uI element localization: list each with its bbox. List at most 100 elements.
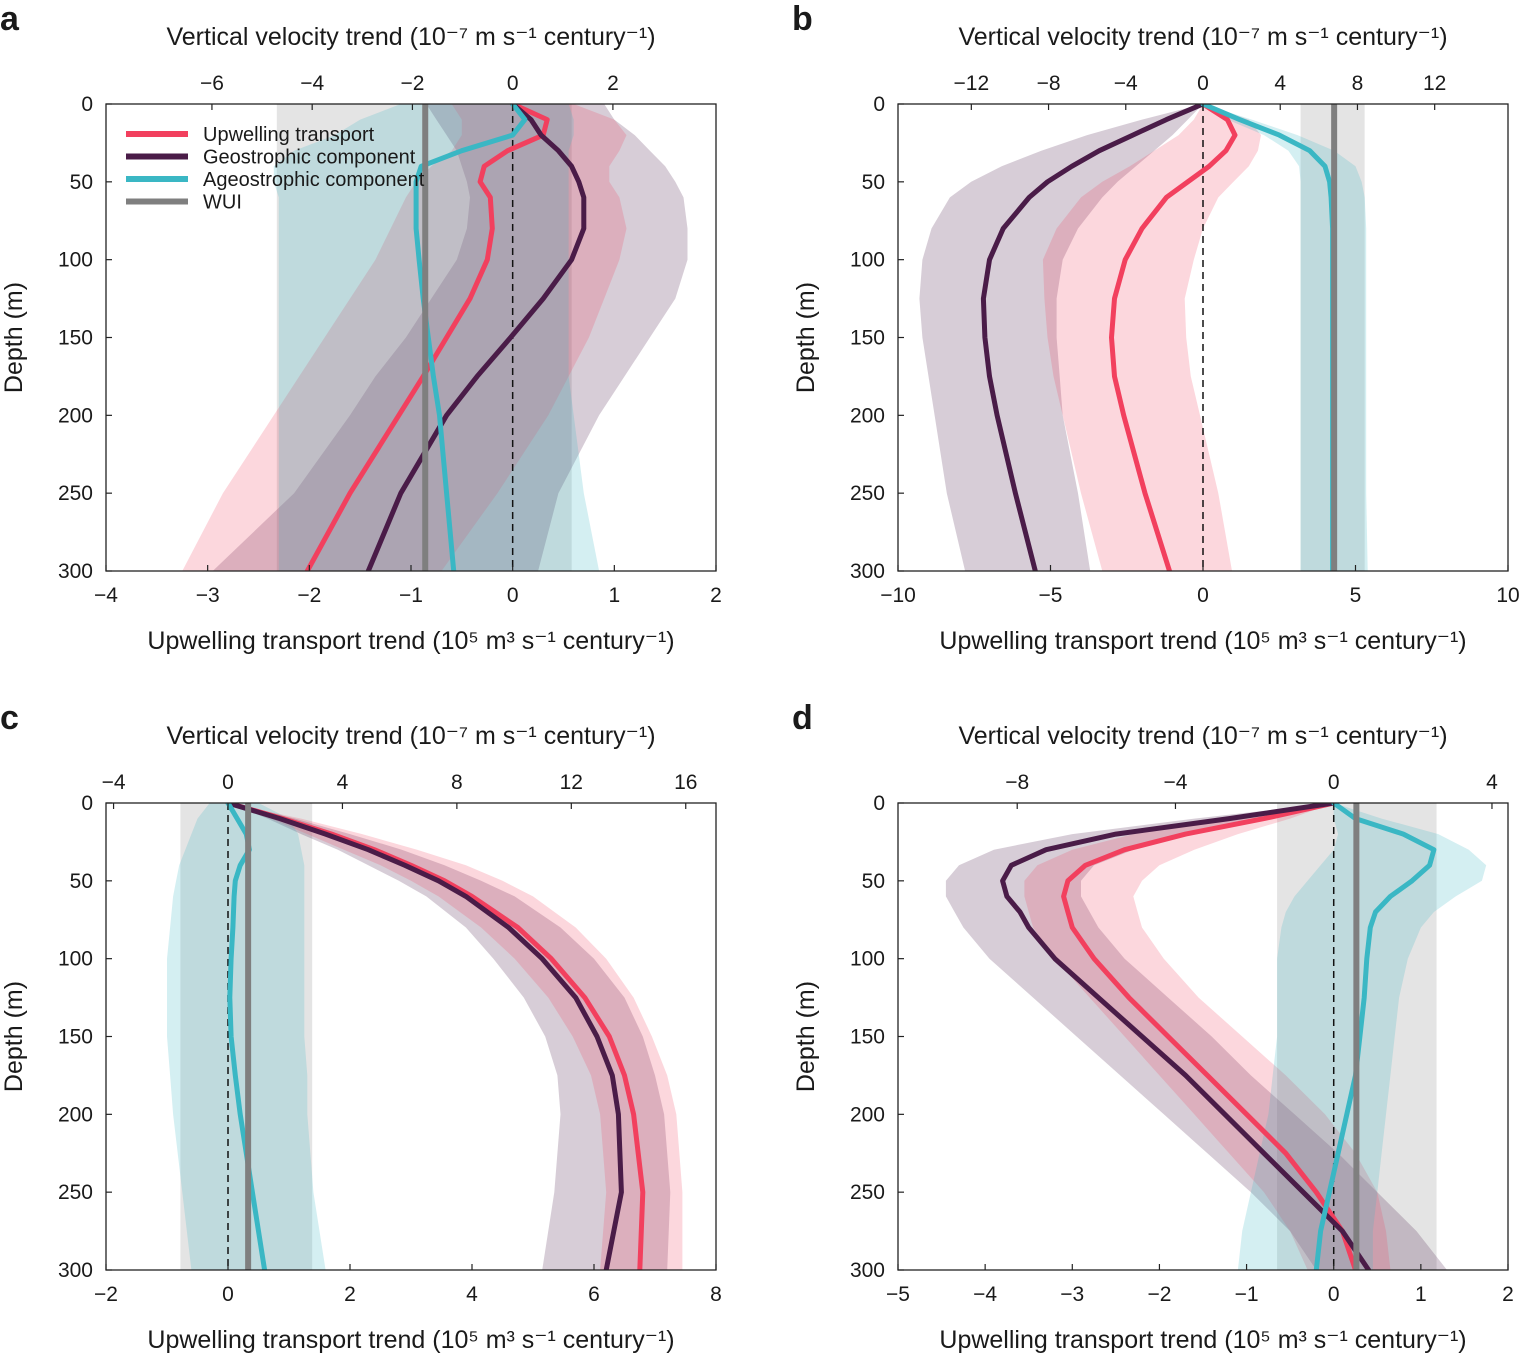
top-axis-title: Vertical velocity trend (10⁻⁷ m s⁻¹ cent…: [166, 722, 655, 750]
legend-label: Ageostrophic component: [203, 169, 425, 191]
top-tick-label: −4: [1114, 72, 1138, 95]
plot-area: [167, 803, 683, 1270]
chart-panel-c: c −2 0 2 4 6 8 −4 0 4 8 12 16 0 50 100 150 200 250 300 Verti…: [0, 699, 722, 1354]
y-tick-label: 50: [862, 870, 885, 893]
top-tick-label: 0: [1197, 72, 1209, 95]
y-tick-label: 250: [58, 482, 93, 505]
x-tick-label: −3: [1060, 1283, 1084, 1306]
y-tick-label: 300: [58, 1259, 93, 1282]
legend-label: Upwelling transport: [203, 124, 375, 146]
x-tick-label: 0: [1197, 584, 1209, 607]
top-axis-title: Vertical velocity trend (10⁻⁷ m s⁻¹ cent…: [166, 23, 655, 51]
y-tick-label: 50: [70, 171, 93, 194]
uncertainty-band-upwelling: [1024, 803, 1391, 1270]
y-tick-label: 250: [850, 1181, 885, 1204]
top-tick-label: 0: [222, 771, 234, 794]
top-axis-title: Vertical velocity trend (10⁻⁷ m s⁻¹ cent…: [958, 722, 1447, 750]
x-tick-label: −10: [880, 584, 916, 607]
series-line-ageostrophic-component: [1313, 803, 1437, 1270]
x-tick-label: 0: [222, 1283, 234, 1306]
y-axis-title: Depth (m): [0, 282, 28, 393]
panel-letter: a: [0, 0, 20, 38]
x-tick-label: 5: [1350, 584, 1362, 607]
y-tick-label: 250: [58, 1181, 93, 1204]
y-tick-label: 0: [81, 93, 93, 116]
x-tick-label: −1: [399, 584, 423, 607]
series-line-upwelling-transport: [304, 104, 550, 571]
y-tick-label: 200: [850, 1103, 885, 1126]
uncertainty-band-geostrophic: [228, 803, 671, 1270]
top-tick-label: −4: [300, 72, 324, 95]
series-line-geostrophic-component: [980, 104, 1206, 571]
top-tick-label: 0: [507, 72, 519, 95]
chart-panel-b: b −10 −5 0 5 10 −12 −8 −4 0 4 8 12 0 50 100 150 200 250 300…: [792, 0, 1520, 655]
top-tick-label: −4: [102, 771, 126, 794]
y-tick-label: 200: [850, 404, 885, 427]
top-tick-label: −2: [400, 72, 424, 95]
legend-label: Geostrophic component: [203, 147, 416, 169]
y-tick-label: 150: [58, 1026, 93, 1049]
uncertainty-band-geostrophic: [919, 104, 1203, 571]
y-tick-label: 0: [873, 792, 885, 815]
panel-letter: d: [792, 699, 813, 737]
x-tick-label: −5: [886, 1283, 910, 1306]
panel-letter: c: [0, 699, 19, 737]
y-tick-label: 250: [850, 482, 885, 505]
y-axis-title: Depth (m): [792, 981, 820, 1092]
chart-panel-a: a −4 −3 −2 −1 0 1 2 −6 −4 −2 0 2 0 50 100 150 200 250 300 Ve…: [0, 0, 722, 655]
x-tick-label: −2: [297, 584, 321, 607]
x-tick-label: 8: [710, 1283, 722, 1306]
y-tick-label: 300: [58, 560, 93, 583]
y-tick-label: 200: [58, 1103, 93, 1126]
x-tick-label: −5: [1039, 584, 1063, 607]
y-tick-label: 200: [58, 404, 93, 427]
x-tick-label: 0: [1328, 1283, 1340, 1306]
top-tick-label: 2: [607, 72, 619, 95]
top-tick-label: 8: [1352, 72, 1364, 95]
bottom-axis-title: Upwelling transport trend (10⁵ m³ s⁻¹ ce…: [147, 627, 674, 655]
uncertainty-band-geostrophic: [212, 104, 688, 571]
panel-letter: b: [792, 0, 813, 38]
x-tick-label: 6: [588, 1283, 600, 1306]
x-tick-label: −2: [1147, 1283, 1171, 1306]
plot-area: [182, 104, 688, 571]
y-tick-label: 100: [58, 948, 93, 971]
plot-area: [945, 803, 1487, 1270]
top-tick-label: 12: [560, 771, 583, 794]
x-tick-label: 2: [344, 1283, 356, 1306]
legend-label: WUI: [203, 192, 242, 214]
top-tick-label: 4: [1274, 72, 1286, 95]
series-line-upwelling-transport: [1109, 104, 1238, 571]
chart-panel-d: d −5 −4 −3 −2 −1 0 1 2 −8 −4 0 4 0 50 100 150 200 250 300 Ve…: [792, 699, 1514, 1354]
uncertainty-band-upwelling: [228, 803, 683, 1270]
x-tick-label: 10: [1496, 584, 1519, 607]
y-axis-title: Depth (m): [792, 282, 820, 393]
bottom-axis-title: Upwelling transport trend (10⁵ m³ s⁻¹ ce…: [939, 1326, 1466, 1354]
x-tick-label: 2: [710, 584, 722, 607]
top-axis-title: Vertical velocity trend (10⁻⁷ m s⁻¹ cent…: [958, 23, 1447, 51]
x-tick-label: 2: [1502, 1283, 1514, 1306]
y-axis-title: Depth (m): [0, 981, 28, 1092]
y-tick-label: 0: [873, 93, 885, 116]
y-tick-label: 50: [70, 870, 93, 893]
top-tick-label: −8: [1005, 771, 1029, 794]
series-line-geostrophic-component: [225, 803, 624, 1270]
x-tick-label: −4: [94, 584, 118, 607]
top-tick-label: 4: [1486, 771, 1498, 794]
x-tick-label: −4: [973, 1283, 997, 1306]
top-tick-label: −4: [1163, 771, 1187, 794]
y-tick-label: 100: [850, 249, 885, 272]
series-line-geostrophic-component: [1000, 803, 1372, 1270]
x-tick-label: 4: [466, 1283, 478, 1306]
x-tick-label: −3: [196, 584, 220, 607]
x-tick-label: −2: [94, 1283, 118, 1306]
y-tick-label: 300: [850, 1259, 885, 1282]
plot-area: [919, 104, 1368, 571]
top-tick-label: −6: [200, 72, 224, 95]
top-tick-label: 0: [1328, 771, 1340, 794]
y-tick-label: 100: [850, 948, 885, 971]
x-tick-label: −1: [1235, 1283, 1259, 1306]
bottom-axis-title: Upwelling transport trend (10⁵ m³ s⁻¹ ce…: [147, 1326, 674, 1354]
